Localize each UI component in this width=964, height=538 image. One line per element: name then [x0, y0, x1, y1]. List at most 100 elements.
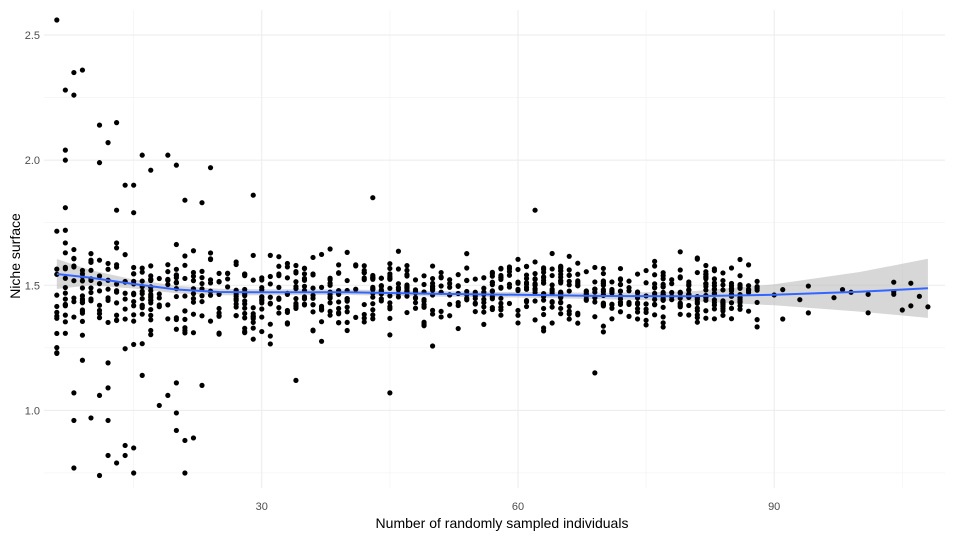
data-point [182, 293, 188, 299]
data-point [276, 310, 282, 316]
data-point [105, 260, 111, 267]
data-point [250, 319, 256, 325]
data-point [669, 280, 675, 287]
data-point [481, 296, 487, 302]
data-point [617, 309, 624, 315]
data-point [395, 248, 402, 254]
data-point [387, 300, 393, 306]
data-point [711, 306, 718, 312]
data-point [139, 278, 145, 284]
data-point [447, 313, 453, 319]
data-point [105, 140, 111, 146]
data-point [532, 286, 538, 292]
data-point [429, 307, 436, 313]
data-point [387, 285, 393, 291]
data-point [190, 278, 197, 284]
data-point [677, 274, 683, 280]
data-point [344, 249, 350, 255]
data-point [891, 279, 897, 285]
data-point [378, 283, 384, 289]
data-point [310, 301, 316, 308]
data-point [122, 452, 128, 459]
data-point [549, 272, 555, 279]
data-point [190, 435, 197, 441]
data-point [447, 280, 453, 287]
data-point [617, 276, 624, 282]
data-point [575, 312, 581, 318]
data-point [566, 288, 572, 294]
data-point [378, 275, 384, 281]
data-point [387, 273, 393, 279]
data-point [703, 281, 709, 287]
smooth-line-layer [56, 273, 928, 298]
data-point [541, 275, 547, 281]
data-point [139, 152, 145, 158]
data-point [575, 320, 581, 326]
data-point [207, 280, 214, 286]
data-point [865, 310, 871, 316]
data-point [652, 272, 658, 278]
data-point [566, 278, 572, 284]
data-point [703, 308, 709, 314]
data-point [173, 266, 179, 272]
data-point [62, 240, 68, 246]
data-point [148, 276, 154, 282]
data-point [703, 262, 709, 269]
data-point [96, 288, 103, 294]
data-point [71, 278, 77, 284]
data-point [190, 248, 197, 254]
data-point [754, 285, 760, 291]
data-point [62, 264, 68, 270]
data-point [532, 298, 538, 304]
data-point [148, 306, 154, 313]
data-point [481, 285, 487, 291]
data-point [336, 320, 342, 326]
data-point [549, 304, 555, 310]
data-point [549, 320, 555, 326]
data-point [515, 307, 521, 314]
data-point [353, 286, 359, 292]
data-point [660, 276, 666, 282]
data-point [720, 299, 726, 305]
data-point [592, 286, 598, 292]
data-point [242, 298, 248, 304]
data-point [318, 338, 325, 344]
data-point [96, 302, 103, 308]
data-point [242, 286, 248, 293]
data-point [609, 290, 615, 296]
data-point [489, 271, 495, 277]
data-point [54, 266, 60, 272]
data-point [276, 254, 282, 260]
data-point [754, 317, 760, 323]
data-point [182, 275, 188, 282]
data-point [327, 246, 333, 252]
data-point [139, 269, 145, 275]
data-point [182, 197, 188, 203]
data-point [634, 271, 641, 277]
data-point [506, 272, 513, 278]
data-point [79, 278, 86, 284]
y-tick-label: 1.5 [25, 280, 40, 292]
data-point [558, 311, 564, 317]
data-point [558, 271, 564, 277]
data-point [216, 305, 222, 312]
data-point [182, 437, 188, 444]
data-point [88, 415, 94, 421]
data-point [156, 275, 162, 282]
data-point [71, 390, 77, 396]
data-point [267, 321, 273, 327]
data-point [455, 283, 461, 289]
data-point [148, 312, 154, 319]
data-point [54, 303, 60, 310]
data-point [370, 294, 376, 300]
data-point [199, 200, 205, 206]
data-point [429, 286, 436, 292]
data-point [79, 310, 86, 316]
data-point [728, 305, 735, 311]
data-point [173, 241, 179, 248]
data-point [455, 272, 461, 278]
data-point [276, 296, 282, 302]
data-point [481, 321, 487, 327]
data-point [207, 292, 214, 298]
data-point [62, 147, 68, 153]
